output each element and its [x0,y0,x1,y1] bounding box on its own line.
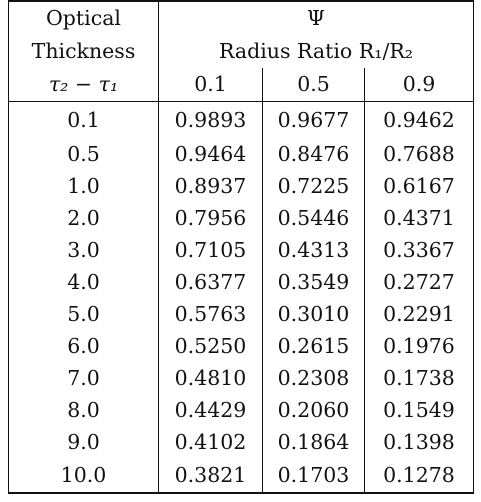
header-ratio-0: 0.1 [158,68,263,102]
table-row: 10.0 0.3821 0.1703 0.1278 [8,458,474,494]
cell-ratio-1: 0.2308 [262,362,365,394]
header-psi: Ψ [158,0,474,35]
cell-ratio-1: 0.1703 [262,458,365,494]
cell-ratio-0: 0.5763 [158,298,263,330]
cell-ratio-2: 0.2727 [364,266,474,298]
table-row: 8.0 0.4429 0.2060 0.1549 [8,394,474,426]
cell-ratio-0: 0.5250 [158,330,263,362]
cell-ratio-2: 0.1398 [364,426,474,458]
table-row: 0.5 0.9464 0.8476 0.7688 [8,138,474,170]
cell-thickness: 10.0 [8,458,159,494]
cell-ratio-0: 0.7105 [158,234,263,266]
header-optical: Optical [8,0,159,35]
cell-ratio-1: 0.5446 [262,202,365,234]
table-row: 9.0 0.4102 0.1864 0.1398 [8,426,474,458]
header-ratio-2: 0.9 [364,68,474,102]
cell-ratio-2: 0.9462 [364,101,474,138]
header-row-3: τ₂ − τ₁ 0.1 0.5 0.9 [8,68,474,102]
cell-thickness: 7.0 [8,362,159,394]
table-row: 4.0 0.6377 0.3549 0.2727 [8,266,474,298]
table-row: 7.0 0.4810 0.2308 0.1738 [8,362,474,394]
cell-ratio-1: 0.7225 [262,170,365,202]
cell-ratio-2: 0.6167 [364,170,474,202]
cell-thickness: 8.0 [8,394,159,426]
header-ratio-1: 0.5 [262,68,365,102]
psi-table: Optical Ψ Thickness Radius Ratio R₁/R₂ τ… [8,0,474,494]
cell-ratio-1: 0.3549 [262,266,365,298]
cell-ratio-0: 0.6377 [158,266,263,298]
header-row-2: Thickness Radius Ratio R₁/R₂ [8,35,474,68]
cell-ratio-2: 0.1976 [364,330,474,362]
cell-ratio-2: 0.3367 [364,234,474,266]
cell-thickness: 4.0 [8,266,159,298]
header-row-1: Optical Ψ [8,0,474,35]
table-row: 1.0 0.8937 0.7225 0.6167 [8,170,474,202]
table-row: 2.0 0.7956 0.5446 0.4371 [8,202,474,234]
cell-ratio-2: 0.7688 [364,138,474,170]
cell-thickness: 0.5 [8,138,159,170]
cell-ratio-1: 0.2615 [262,330,365,362]
cell-ratio-0: 0.3821 [158,458,263,494]
cell-thickness: 5.0 [8,298,159,330]
header-tau-difference: τ₂ − τ₁ [8,68,159,102]
cell-ratio-1: 0.4313 [262,234,365,266]
cell-ratio-2: 0.2291 [364,298,474,330]
table-row: 3.0 0.7105 0.4313 0.3367 [8,234,474,266]
cell-ratio-2: 0.1278 [364,458,474,494]
cell-ratio-2: 0.4371 [364,202,474,234]
cell-ratio-1: 0.3010 [262,298,365,330]
cell-thickness: 1.0 [8,170,159,202]
cell-thickness: 6.0 [8,330,159,362]
cell-ratio-0: 0.9893 [158,101,263,138]
cell-thickness: 3.0 [8,234,159,266]
cell-ratio-0: 0.4429 [158,394,263,426]
cell-thickness: 0.1 [8,101,159,138]
cell-thickness: 9.0 [8,426,159,458]
header-radius-ratio: Radius Ratio R₁/R₂ [158,35,474,68]
cell-ratio-0: 0.4102 [158,426,263,458]
cell-ratio-1: 0.8476 [262,138,365,170]
cell-ratio-1: 0.9677 [262,101,365,138]
cell-ratio-2: 0.1549 [364,394,474,426]
cell-ratio-2: 0.1738 [364,362,474,394]
cell-ratio-1: 0.2060 [262,394,365,426]
cell-ratio-0: 0.8937 [158,170,263,202]
cell-ratio-0: 0.9464 [158,138,263,170]
cell-ratio-0: 0.7956 [158,202,263,234]
table-row: 5.0 0.5763 0.3010 0.2291 [8,298,474,330]
header-thickness: Thickness [8,35,159,68]
cell-thickness: 2.0 [8,202,159,234]
cell-ratio-1: 0.1864 [262,426,365,458]
table-row: 0.1 0.9893 0.9677 0.9462 [8,101,474,138]
cell-ratio-0: 0.4810 [158,362,263,394]
table-row: 6.0 0.5250 0.2615 0.1976 [8,330,474,362]
